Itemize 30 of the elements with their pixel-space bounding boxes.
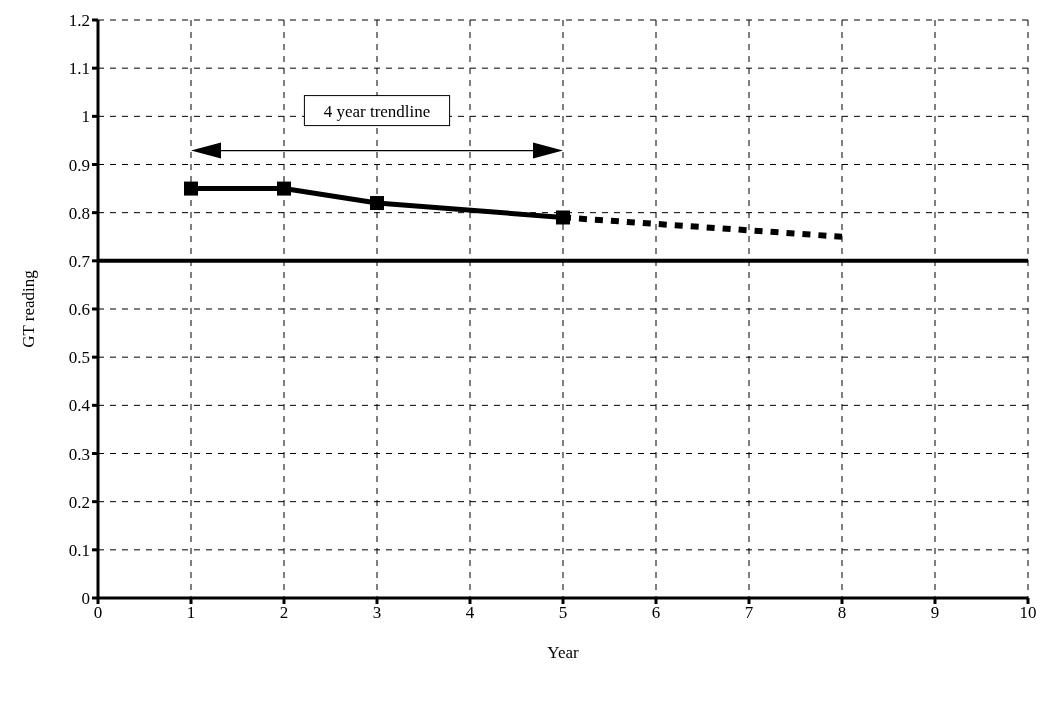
x-tick-label: 2 <box>279 603 289 623</box>
x-tick-label: 4 <box>465 603 475 623</box>
x-tick-label: 7 <box>744 603 754 623</box>
y-tick-label: 0.1 <box>68 540 90 560</box>
y-tick-label: 0 <box>81 589 90 609</box>
point <box>277 181 291 196</box>
y-tick-label: 1 <box>81 107 90 127</box>
y-axis-title: GT reading <box>19 269 39 348</box>
y-tick-label: 0.6 <box>68 300 90 320</box>
y-tick-label: 0.8 <box>68 203 90 223</box>
point <box>370 196 384 211</box>
x-axis-title: Year <box>547 643 579 662</box>
x-tick-label: 8 <box>837 603 847 623</box>
x-tick-label: 5 <box>558 603 568 623</box>
y-tick-label: 0.4 <box>68 396 91 416</box>
y-tick-label: 0.3 <box>68 444 90 464</box>
y-tick-label: 0.2 <box>68 492 90 512</box>
x-tick-label: 3 <box>372 603 382 623</box>
x-tick-label: 9 <box>930 603 940 623</box>
point <box>556 210 570 225</box>
y-tick-label: 0.9 <box>68 155 90 175</box>
x-tick-label: 1 <box>186 603 196 623</box>
x-tick-label: 6 <box>651 603 661 623</box>
y-tick-label: 0.7 <box>68 251 91 271</box>
point <box>184 181 198 196</box>
y-tick-label: 1.1 <box>68 59 90 79</box>
y-tick-label: 1.2 <box>68 11 90 31</box>
x-tick-label: 10 <box>1019 603 1037 623</box>
y-tick-label: 0.5 <box>68 348 90 368</box>
annotation: 4 year trendline <box>323 101 431 121</box>
